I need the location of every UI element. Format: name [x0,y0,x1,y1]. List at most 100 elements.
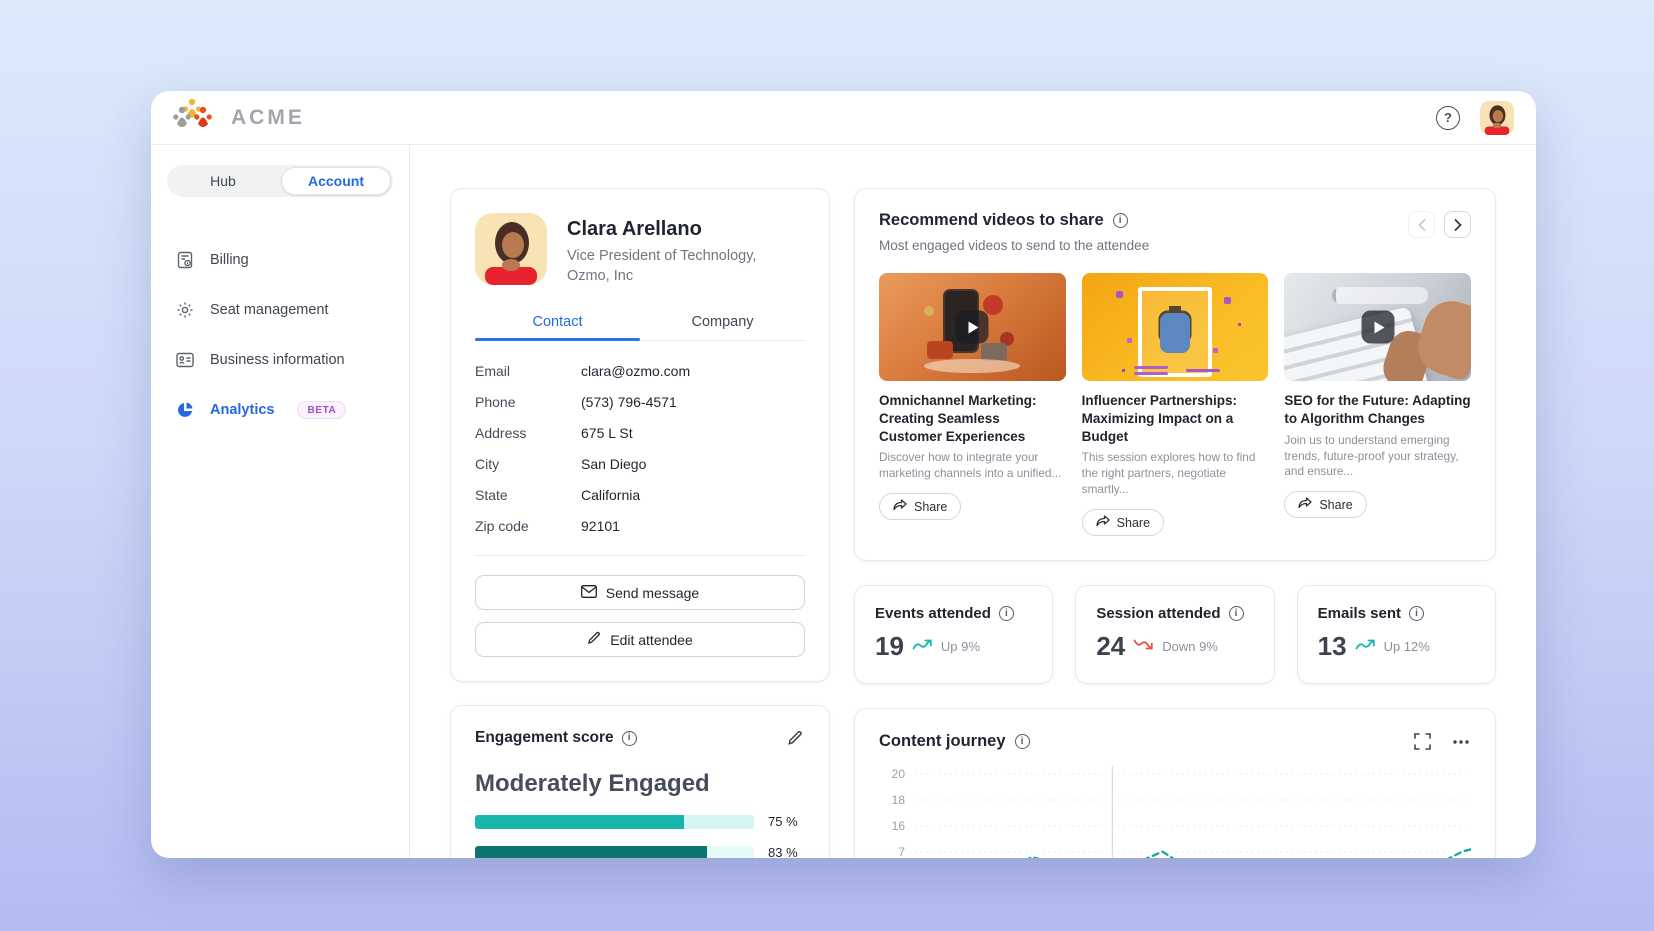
acme-logo-icon [173,97,219,138]
app-header: ACME ? [151,91,1536,145]
toggle-hub[interactable]: Hub [210,173,236,189]
video-thumbnail[interactable] [1284,273,1472,381]
play-button-icon[interactable] [1361,310,1395,344]
chart-plot-area[interactable] [915,766,1471,858]
thumb-decoration [1115,291,1123,298]
video-description: This session explores how to find the ri… [1081,450,1256,497]
app-body: Hub Account Billing Seat management Busine… [151,145,1536,858]
stat-title: Session attended [1096,605,1221,623]
more-options-icon[interactable] [1451,738,1471,746]
video-thumbnail[interactable] [879,273,1066,381]
toggle-account[interactable]: Account [281,167,391,195]
sidebar-item-analytics[interactable]: Analytics BETA [175,395,385,425]
stat-value: 19 [875,631,904,662]
thumb-decoration [1133,366,1168,369]
fullscreen-icon[interactable] [1412,731,1433,752]
y-tick-label: 20 [891,767,905,782]
thumb-decoration [927,341,953,359]
video-title: Influencer Partnerships: Maximizing Impa… [1081,393,1237,444]
progress-bar-fill [475,845,707,858]
content-journey-title: Content journey [879,732,1006,751]
stat-value: 13 [1317,631,1347,662]
left-column: Clara Arellano Vice President of Technol… [450,188,830,858]
videos-grid: Omnichannel Marketing: Creating Seamless… [879,273,1472,537]
contact-fields: Email clara@ozmo.com Phone (573) 796-4571 Ad… [475,363,805,534]
field-label: State [475,487,508,503]
progress-bar-value: 83 % [768,845,798,858]
info-icon[interactable]: i [998,606,1014,622]
info-icon[interactable]: i [1014,734,1030,750]
stat-card-session-attended: Session attended i 24 Down 9% [1075,585,1275,685]
attendee-title: Vice President of Technology, Ozmo, Inc [567,248,757,284]
field-value: (573) 796-4571 [581,394,677,410]
progress-bar-value: 75 % [768,814,798,829]
user-avatar[interactable] [1480,100,1514,135]
progress-bar-fill [475,814,685,829]
carousel-prev-button[interactable] [1408,211,1435,238]
sidebar-item-label: Billing [210,252,249,268]
y-tick-label: 16 [891,819,905,834]
field-row-state: State California [475,487,805,503]
engagement-score-card: Engagement score i Moderately Engaged 75… [450,705,830,858]
sidebar-item-billing[interactable]: Billing [175,245,385,275]
sidebar: Hub Account Billing Seat management Busine… [151,145,410,858]
share-button[interactable]: Share [879,493,962,521]
edit-attendee-button[interactable]: Edit attendee [475,622,805,657]
field-row-city: City San Diego [475,456,805,472]
attendee-name: Clara Arellano [567,218,702,240]
videos-subtitle: Most engaged videos to send to the atten… [879,238,1150,253]
content-journey-card: Content journey i [854,708,1496,858]
info-icon[interactable]: i [1112,213,1128,228]
engagement-bar-row: 83 % [475,845,805,858]
info-icon[interactable]: i [621,730,637,746]
y-tick-label: 7 [898,845,905,858]
share-button[interactable]: Share [1081,509,1165,537]
info-icon[interactable]: i [1409,606,1425,622]
video-card: SEO for the Future: Adapting to Algorith… [1284,273,1472,536]
engagement-bar-row: 75 % [475,814,805,829]
trend-down-icon [1133,638,1154,656]
tab-company[interactable]: Company [691,314,754,330]
carousel-next-button[interactable] [1444,211,1471,238]
field-label: Phone [475,394,516,410]
video-card: Influencer Partnerships: Maximizing Impa… [1081,273,1269,537]
divider [475,555,805,556]
stat-card-emails-sent: Emails sent i 13 Up 12% [1296,585,1496,685]
field-row-address: Address 675 L St [475,425,805,441]
stat-title: Events attended [875,605,991,623]
field-value: 675 L St [581,425,633,441]
play-button-icon[interactable] [955,310,989,344]
field-label: Email [475,363,511,379]
pencil-icon [587,631,601,648]
video-thumbnail[interactable] [1081,273,1269,381]
content-journey-chart: 201816765 [879,766,1471,858]
series-line [1027,848,1471,858]
sidebar-item-seat-management[interactable]: Seat management [175,295,385,325]
edit-engagement-button[interactable] [785,728,805,748]
video-title: SEO for the Future: Adapting to Algorith… [1284,393,1471,426]
tab-contact[interactable]: Contact [475,308,640,341]
recommended-videos-card: Recommend videos to share i Most engaged… [854,188,1496,562]
contact-card: Clara Arellano Vice President of Technol… [450,188,830,682]
stat-value: 24 [1096,631,1126,662]
share-button[interactable]: Share [1284,491,1367,519]
play-button-icon[interactable] [1158,310,1192,344]
video-description: Discover how to integrate your marketing… [879,450,1062,481]
profile-avatar [475,213,547,285]
main-content: Clara Arellano Vice President of Technol… [410,145,1536,858]
info-icon[interactable]: i [1228,606,1244,622]
stat-trend-label: Down 9% [1162,639,1218,655]
sidebar-item-business-information[interactable]: Business information [175,345,385,375]
field-value: California [581,487,641,503]
help-button[interactable]: ? [1436,105,1460,130]
envelope-icon [580,584,597,601]
pie-chart-icon [175,400,195,420]
beta-badge: BETA [297,401,347,419]
send-message-button[interactable]: Send message [475,575,805,610]
profile-header: Clara Arellano Vice President of Technol… [475,213,805,286]
stat-title: Emails sent [1317,605,1402,623]
field-label: Zip code [475,518,529,534]
right-column: Recommend videos to share i Most engaged… [854,188,1496,858]
stat-trend-label: Up 9% [940,639,980,655]
share-icon [893,499,907,514]
